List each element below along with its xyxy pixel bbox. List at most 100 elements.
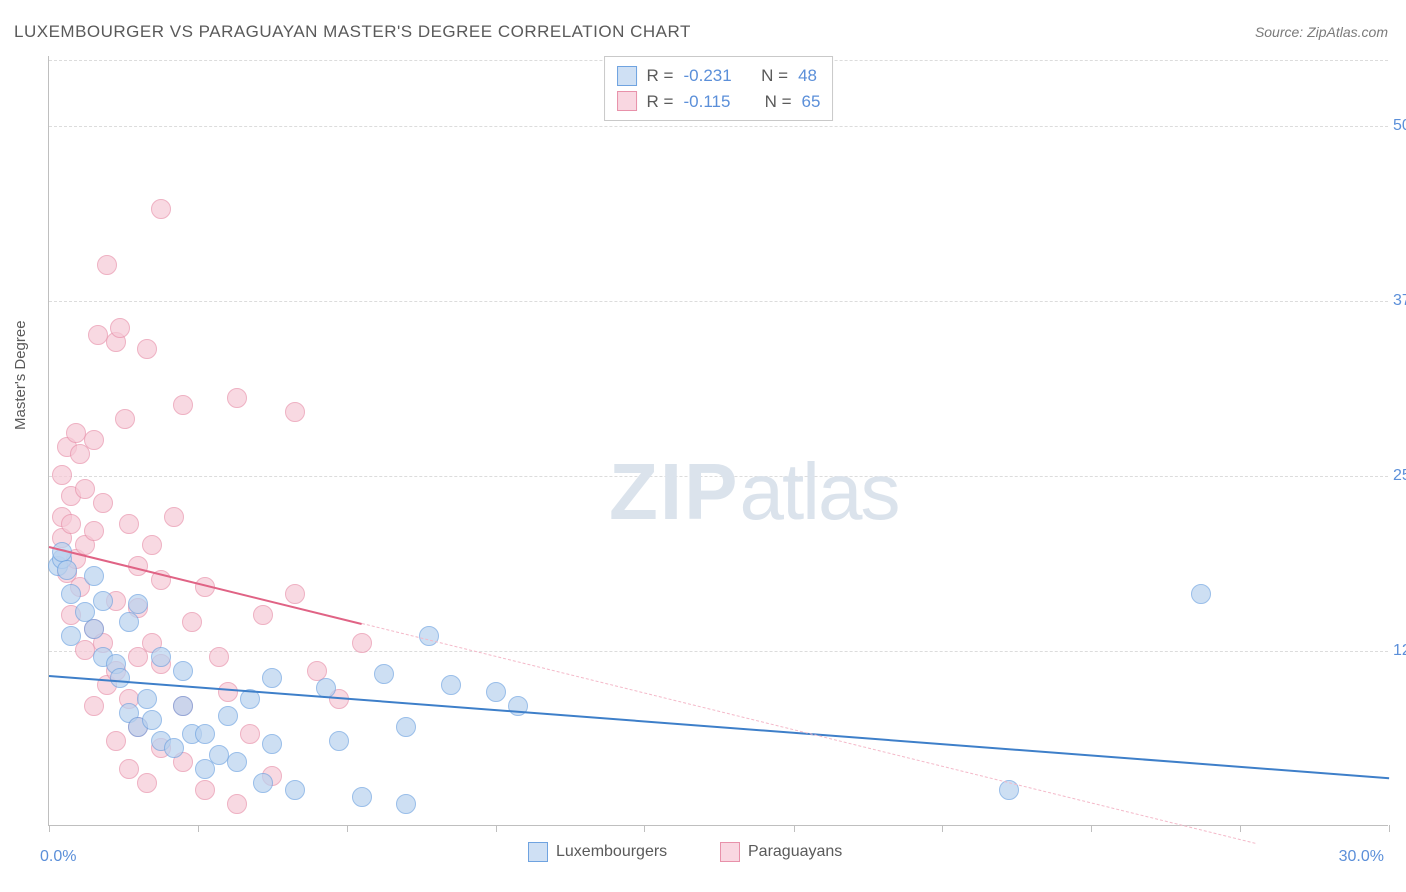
x-tick bbox=[198, 825, 199, 832]
swatch-par bbox=[720, 842, 740, 862]
data-point-lux bbox=[396, 717, 416, 737]
data-point-lux bbox=[151, 647, 171, 667]
watermark: ZIPatlas bbox=[609, 446, 898, 538]
scatter-plot: ZIPatlas R = -0.231 N = 48 R = -0.115 N … bbox=[48, 56, 1388, 826]
data-point-lux bbox=[137, 689, 157, 709]
data-point-par bbox=[173, 395, 193, 415]
data-point-par bbox=[119, 759, 139, 779]
source-prefix: Source: bbox=[1255, 24, 1307, 40]
grid-line bbox=[49, 126, 1388, 127]
correlation-legend: R = -0.231 N = 48 R = -0.115 N = 65 bbox=[604, 56, 834, 121]
data-point-par bbox=[115, 409, 135, 429]
data-point-lux bbox=[61, 626, 81, 646]
data-point-lux bbox=[110, 668, 130, 688]
data-point-par bbox=[110, 318, 130, 338]
data-point-par bbox=[285, 402, 305, 422]
y-tick-label: 37.5% bbox=[1393, 292, 1406, 310]
data-point-par bbox=[218, 682, 238, 702]
data-point-lux bbox=[173, 661, 193, 681]
data-point-lux bbox=[57, 560, 77, 580]
x-tick bbox=[496, 825, 497, 832]
data-point-lux bbox=[419, 626, 439, 646]
data-point-lux bbox=[142, 710, 162, 730]
swatch-par bbox=[617, 91, 637, 111]
r-label: R = bbox=[647, 89, 674, 115]
data-point-par bbox=[84, 521, 104, 541]
data-point-lux bbox=[173, 696, 193, 716]
grid-line bbox=[49, 651, 1388, 652]
data-point-par bbox=[106, 731, 126, 751]
y-tick-label: 12.5% bbox=[1393, 642, 1406, 660]
data-point-lux bbox=[329, 731, 349, 751]
data-point-par bbox=[52, 465, 72, 485]
x-tick bbox=[942, 825, 943, 832]
data-point-par bbox=[240, 724, 260, 744]
trend-line bbox=[362, 623, 1256, 844]
data-point-par bbox=[227, 794, 247, 814]
data-point-lux bbox=[486, 682, 506, 702]
series-label-lux: Luxembourgers bbox=[556, 843, 667, 861]
x-axis-min-label: 0.0% bbox=[40, 848, 76, 866]
data-point-lux bbox=[262, 668, 282, 688]
data-point-lux bbox=[227, 752, 247, 772]
data-point-par bbox=[151, 199, 171, 219]
x-tick bbox=[1240, 825, 1241, 832]
y-tick-label: 50.0% bbox=[1393, 117, 1406, 135]
data-point-par bbox=[84, 696, 104, 716]
data-point-par bbox=[352, 633, 372, 653]
data-point-par bbox=[97, 255, 117, 275]
x-axis-max-label: 30.0% bbox=[1339, 848, 1384, 866]
data-point-par bbox=[142, 535, 162, 555]
x-tick bbox=[347, 825, 348, 832]
x-tick bbox=[644, 825, 645, 832]
data-point-lux bbox=[1191, 584, 1211, 604]
x-tick bbox=[794, 825, 795, 832]
r-label: R = bbox=[647, 63, 674, 89]
data-point-par bbox=[93, 493, 113, 513]
watermark-bold: ZIP bbox=[609, 447, 739, 536]
data-point-par bbox=[253, 605, 273, 625]
data-point-par bbox=[182, 612, 202, 632]
data-point-lux bbox=[253, 773, 273, 793]
data-point-par bbox=[285, 584, 305, 604]
swatch-lux bbox=[617, 66, 637, 86]
data-point-lux bbox=[262, 734, 282, 754]
data-point-par bbox=[61, 514, 81, 534]
data-point-lux bbox=[164, 738, 184, 758]
series-legend-lux: Luxembourgers bbox=[528, 842, 667, 862]
legend-row-lux: R = -0.231 N = 48 bbox=[617, 63, 821, 89]
data-point-lux bbox=[61, 584, 81, 604]
x-tick bbox=[1091, 825, 1092, 832]
data-point-lux bbox=[119, 612, 139, 632]
data-point-lux bbox=[396, 794, 416, 814]
data-point-lux bbox=[218, 706, 238, 726]
x-tick bbox=[49, 825, 50, 832]
data-point-par bbox=[84, 430, 104, 450]
data-point-par bbox=[119, 514, 139, 534]
r-value-lux: -0.231 bbox=[683, 63, 731, 89]
data-point-lux bbox=[374, 664, 394, 684]
data-point-lux bbox=[128, 594, 148, 614]
swatch-lux bbox=[528, 842, 548, 862]
legend-row-par: R = -0.115 N = 65 bbox=[617, 89, 821, 115]
grid-line bbox=[49, 301, 1388, 302]
data-point-par bbox=[137, 339, 157, 359]
r-value-par: -0.115 bbox=[683, 89, 730, 115]
data-point-lux bbox=[352, 787, 372, 807]
watermark-light: atlas bbox=[739, 447, 898, 536]
data-point-par bbox=[137, 773, 157, 793]
data-point-lux bbox=[84, 619, 104, 639]
data-point-par bbox=[75, 479, 95, 499]
data-point-lux bbox=[93, 591, 113, 611]
source-value: ZipAtlas.com bbox=[1307, 24, 1388, 40]
data-point-par bbox=[164, 507, 184, 527]
grid-line bbox=[49, 476, 1388, 477]
series-label-par: Paraguayans bbox=[748, 843, 842, 861]
series-legend-par: Paraguayans bbox=[720, 842, 842, 862]
x-tick bbox=[1389, 825, 1390, 832]
data-point-lux bbox=[84, 566, 104, 586]
data-point-par bbox=[227, 388, 247, 408]
source-attribution: Source: ZipAtlas.com bbox=[1255, 24, 1388, 40]
n-value-par: 65 bbox=[802, 89, 821, 115]
chart-title: LUXEMBOURGER VS PARAGUAYAN MASTER'S DEGR… bbox=[14, 22, 691, 42]
